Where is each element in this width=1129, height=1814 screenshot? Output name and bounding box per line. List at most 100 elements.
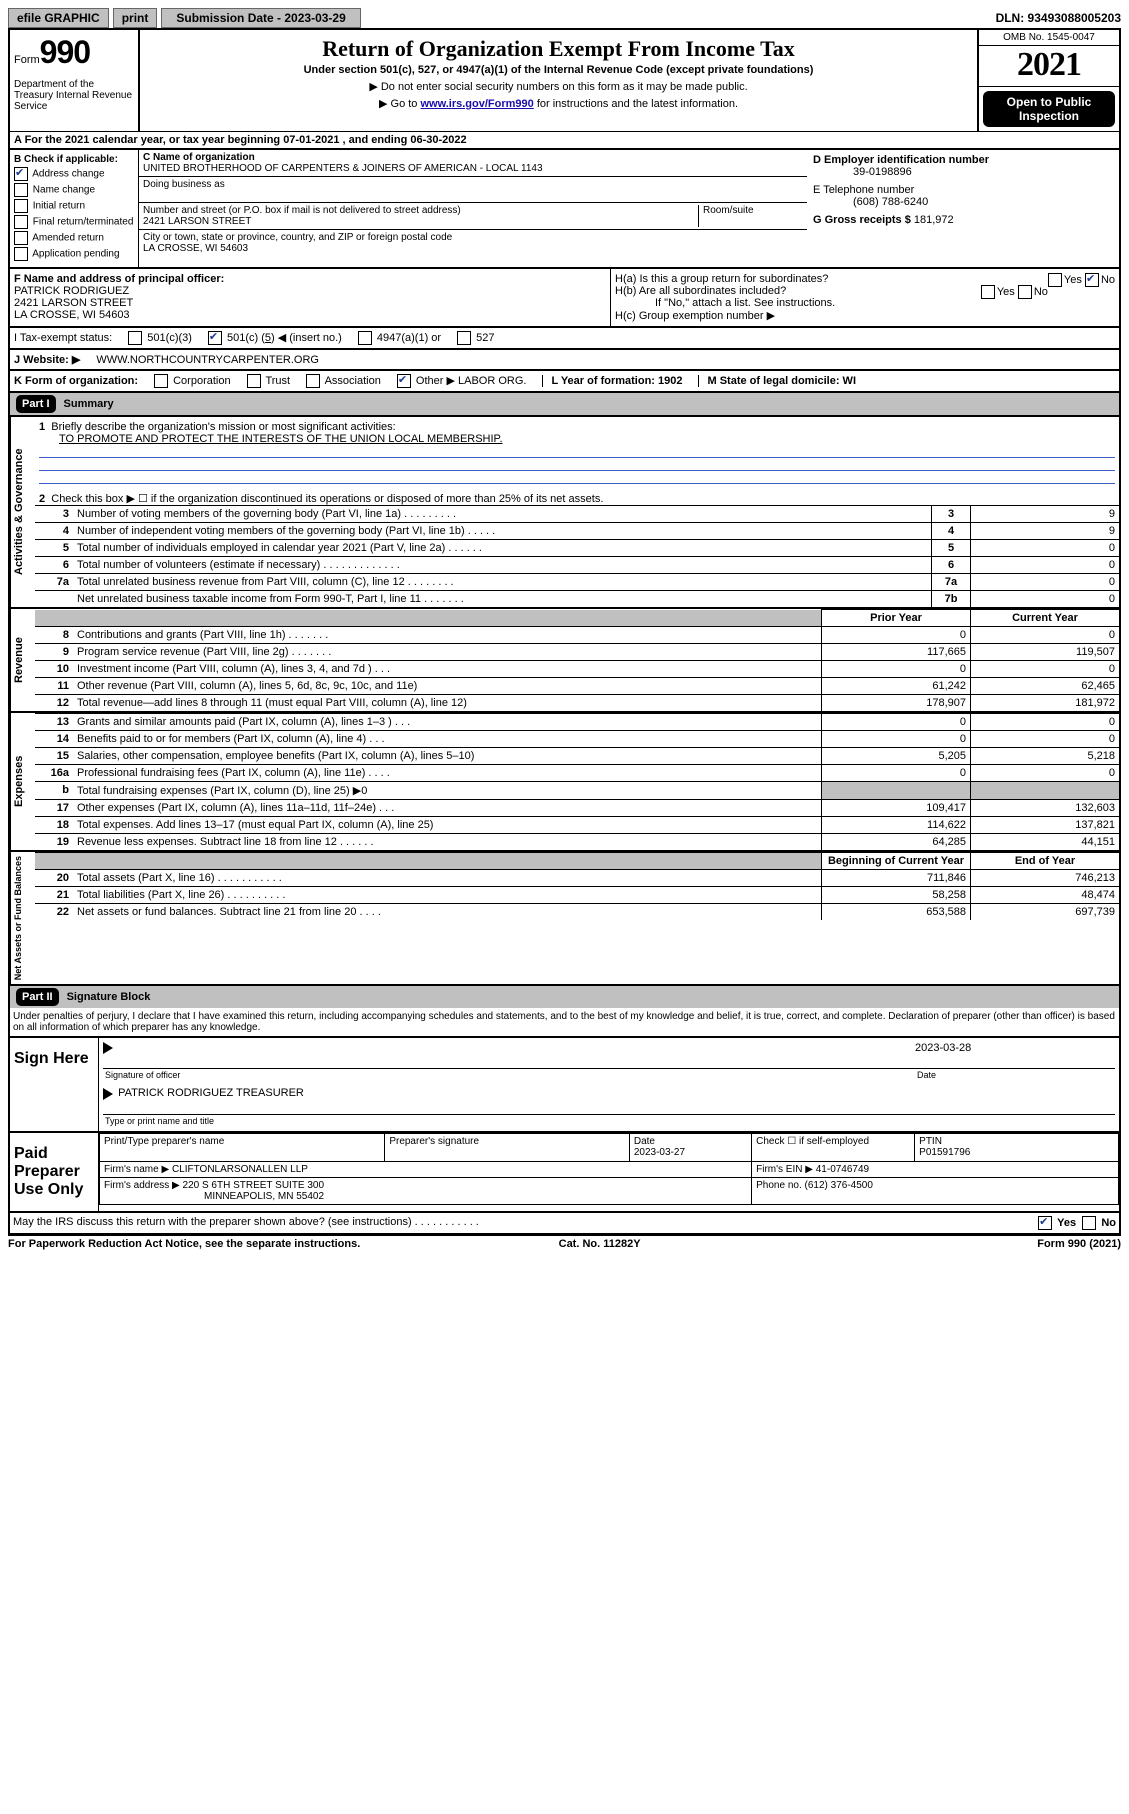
prior-val: 117,665 [822,644,971,661]
chk-assoc[interactable] [306,374,320,388]
begin-val: 711,846 [822,870,971,887]
chk-trust[interactable] [247,374,261,388]
end-val: 697,739 [971,904,1120,921]
hb-yes-checkbox[interactable] [981,285,995,299]
row-text: Salaries, other compensation, employee b… [73,748,822,765]
irs-link[interactable]: www.irs.gov/Form990 [420,98,533,110]
row-text: Net unrelated business taxable income fr… [73,591,932,608]
prior-val: 64,285 [822,834,971,851]
discuss-no-checkbox[interactable] [1082,1216,1096,1230]
col-b-checkboxes: B Check if applicable: Address change Na… [10,150,139,267]
colb-label: Name change [33,185,95,196]
tax-status-label: I Tax-exempt status: [14,332,112,344]
opt-4947: 4947(a)(1) or [377,332,441,344]
table-revenue: Prior YearCurrent Year 8Contributions an… [35,609,1119,711]
perjury-declaration: Under penalties of perjury, I declare th… [10,1008,1119,1036]
hb-no-checkbox[interactable] [1018,285,1032,299]
curr-val: 62,465 [971,678,1120,695]
vlabel-revenue: Revenue [10,609,35,711]
row-num [35,591,73,608]
colb-checkbox[interactable] [14,183,28,197]
row-text: Grants and similar amounts paid (Part IX… [73,714,822,731]
dept-treasury: Department of the Treasury Internal Reve… [14,71,134,112]
row-text: Total number of volunteers (estimate if … [73,557,932,574]
note-ssn: ▶ Do not enter social security numbers o… [148,80,969,93]
opt-trust: Trust [265,375,290,387]
row-text: Total number of individuals employed in … [73,540,932,557]
efile-label: efile GRAPHIC [8,8,109,28]
curr-val: 181,972 [971,695,1120,712]
colb-item: Address change [14,167,134,181]
firm-name-label: Firm's name ▶ [104,1164,169,1175]
vlabel-expenses: Expenses [10,713,35,850]
no-label2: No [1034,286,1048,298]
colb-checkbox[interactable] [14,167,28,181]
opt-527: 527 [476,332,494,344]
row-value: 9 [971,523,1120,540]
chk-501c[interactable] [208,331,222,345]
curr-val: 0 [971,765,1120,782]
row-code: 3 [932,506,971,523]
prior-val: 5,205 [822,748,971,765]
part1-title: Summary [64,398,114,410]
colb-checkbox[interactable] [14,199,28,213]
colb-checkbox[interactable] [14,247,28,261]
phone-value: (608) 788-6240 [813,196,1113,208]
end-val: 746,213 [971,870,1120,887]
row-code: 6 [932,557,971,574]
chk-other[interactable] [397,374,411,388]
firm-name: CLIFTONLARSONALLEN LLP [172,1164,308,1175]
firm-phone: (612) 376-4500 [805,1180,873,1191]
prior-val: 0 [822,714,971,731]
row-value: 0 [971,540,1120,557]
table-activities: 3Number of voting members of the governi… [35,505,1119,607]
row-num: 11 [35,678,73,695]
part2-badge: Part II [16,988,59,1006]
opt-other: Other ▶ [416,375,455,387]
row-num: 13 [35,714,73,731]
row-num: 6 [35,557,73,574]
goto-post: for instructions and the latest informat… [534,98,738,110]
print-button[interactable]: print [113,8,158,28]
colb-checkbox[interactable] [14,215,28,229]
chk-4947[interactable] [358,331,372,345]
discuss-yes: Yes [1057,1216,1076,1228]
chk-corp[interactable] [154,374,168,388]
chk-501c3[interactable] [128,331,142,345]
discuss-yes-checkbox[interactable] [1038,1216,1052,1230]
state-domicile: M State of legal domicile: WI [698,375,856,387]
form-title: Return of Organization Exempt From Incom… [148,36,969,62]
submission-date: Submission Date - 2023-03-29 [161,8,360,28]
ha-yes-checkbox[interactable] [1048,273,1062,287]
addr-label: Number and street (or P.O. box if mail i… [143,205,698,216]
sign-date-label: Date [915,1068,1115,1081]
row-num: 14 [35,731,73,748]
row-text: Professional fundraising fees (Part IX, … [73,765,822,782]
chk-527[interactable] [457,331,471,345]
cat-number: Cat. No. 11282Y [559,1238,641,1250]
opt-501c-pre: 501(c) ( [227,332,265,344]
q1-value: TO PROMOTE AND PROTECT THE INTERESTS OF … [39,433,503,445]
section-bcd: B Check if applicable: Address change Na… [8,150,1121,269]
firm-ein-label: Firm's EIN ▶ [756,1164,813,1175]
yes-label: Yes [1064,274,1082,286]
row-text: Net assets or fund balances. Subtract li… [73,904,822,921]
row-value: 0 [971,574,1120,591]
row-num: 5 [35,540,73,557]
row-text: Other expenses (Part IX, column (A), lin… [73,800,822,817]
street-address: 2421 LARSON STREET [143,216,698,227]
ha-no-checkbox[interactable] [1085,273,1099,287]
row-code: 5 [932,540,971,557]
gross-value: 181,972 [914,214,954,226]
opt-501c-post: ) ◀ (insert no.) [271,332,342,344]
officer-print-name: PATRICK RODRIGUEZ TREASURER [118,1087,304,1099]
row-num: 4 [35,523,73,540]
curr-val: 0 [971,661,1120,678]
discuss-no: No [1101,1216,1116,1228]
top-bar: efile GRAPHIC print Submission Date - 20… [8,8,1121,28]
q2-text: Check this box ▶ ☐ if the organization d… [51,493,603,505]
opt-other-val: LABOR ORG. [458,375,526,387]
note-link: ▶ Go to www.irs.gov/Form990 for instruct… [148,97,969,110]
colb-checkbox[interactable] [14,231,28,245]
prep-selfemp: Check ☐ if self-employed [756,1136,910,1147]
